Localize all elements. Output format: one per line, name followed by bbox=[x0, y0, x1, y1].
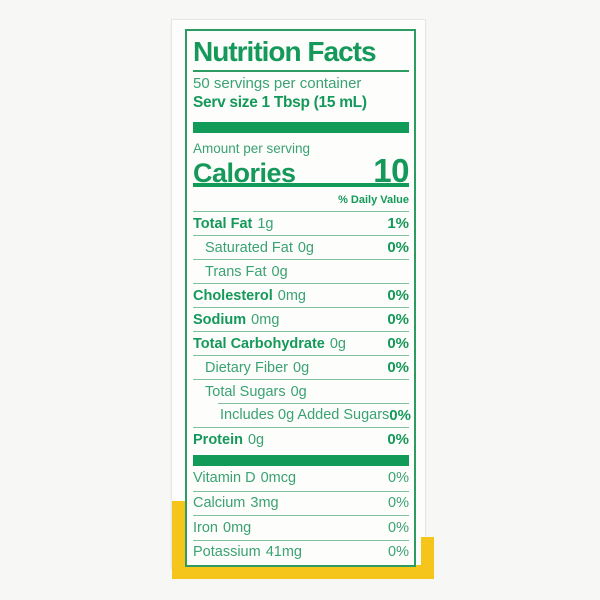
label-border-box: Nutrition Facts 50 servings per containe… bbox=[185, 29, 416, 567]
nutrient-name-group: Cholesterol 0mg bbox=[193, 288, 306, 304]
nutrient-amount: 0mg bbox=[251, 311, 280, 328]
vitamin-name: Calcium bbox=[193, 495, 246, 512]
nutrient-row: Total Sugars 0g bbox=[193, 379, 409, 403]
vitamin-name-group: Iron 0mg bbox=[193, 520, 251, 536]
nutrient-amount: 0g bbox=[247, 431, 265, 448]
nutrient-amount: 0g bbox=[271, 263, 288, 280]
nutrient-name-group: Total Carbohydrate 0g bbox=[193, 336, 346, 352]
vitamin-percent-daily-value: 0% bbox=[388, 470, 409, 487]
nutrient-name: Cholesterol bbox=[193, 287, 273, 304]
nutrient-percent-daily-value: 1% bbox=[387, 215, 409, 232]
label-title: Nutrition Facts bbox=[193, 35, 409, 72]
nutrient-row: Sodium 0mg 0% bbox=[193, 307, 409, 331]
yellow-band-left bbox=[172, 501, 187, 578]
nutrient-name-group: Trans Fat 0g bbox=[193, 264, 288, 280]
nutrient-name-group: Includes 0g Added Sugars bbox=[193, 407, 389, 423]
nutrient-name-group: Protein 0g bbox=[193, 432, 264, 448]
nutrient-name: Saturated Fat bbox=[205, 239, 293, 256]
vitamin-row: Iron 0mg 0% bbox=[193, 515, 409, 540]
nutrient-row: Cholesterol 0mg 0% bbox=[193, 283, 409, 307]
nutrient-name-group: Sodium 0mg bbox=[193, 312, 279, 328]
nutrient-amount: 0g bbox=[297, 239, 314, 256]
nutrient-amount: 0g bbox=[329, 335, 346, 352]
nutrient-percent-daily-value: 0% bbox=[387, 359, 409, 376]
vitamin-percent-daily-value: 0% bbox=[388, 495, 409, 512]
vitamin-percent-daily-value: 0% bbox=[388, 519, 409, 536]
nutrient-name: Total Carbohydrate bbox=[193, 335, 325, 352]
vitamin-amount: 0mg bbox=[223, 519, 252, 536]
nutrient-row: Total Carbohydrate 0g 0% bbox=[193, 331, 409, 355]
nutrient-percent-daily-value: 0% bbox=[387, 239, 409, 256]
nutrient-percent-daily-value: 0% bbox=[387, 311, 409, 328]
vitamin-rows: Vitamin D 0mcg 0% Calcium 3mg 0% Iron 0mg 0% Pota… bbox=[193, 466, 409, 564]
nutrient-amount: 0g bbox=[293, 359, 310, 376]
nutrient-percent-daily-value: 0% bbox=[387, 335, 409, 352]
vitamin-name: Iron bbox=[193, 519, 218, 536]
yellow-band-right bbox=[421, 537, 434, 579]
nutrient-amount: 0mg bbox=[277, 287, 306, 304]
nutrient-name: Includes 0g Added Sugars bbox=[220, 407, 390, 423]
nutrient-amount: 1g bbox=[257, 215, 274, 232]
serving-size: Serv size 1 Tbsp (15 mL) bbox=[193, 94, 367, 111]
nutrient-percent-daily-value: 0% bbox=[387, 431, 409, 448]
nutrient-percent-daily-value: 0% bbox=[387, 287, 409, 304]
daily-value-header: % Daily Value bbox=[338, 194, 409, 206]
nutrient-percent-daily-value: 0% bbox=[389, 406, 411, 424]
vitamin-name-group: Potassium 41mg bbox=[193, 544, 302, 560]
nutrient-name: Sodium bbox=[193, 311, 247, 328]
nutrient-row: Saturated Fat 0g 0% bbox=[193, 235, 409, 259]
calories-row: Calories 10 bbox=[193, 152, 409, 189]
nutrient-name-group: Total Fat 1g bbox=[193, 216, 273, 232]
calories-value: 10 bbox=[373, 152, 409, 189]
nutrient-row: Trans Fat 0g bbox=[193, 259, 409, 283]
calories-label: Calories bbox=[193, 158, 296, 188]
vitamin-name: Vitamin D bbox=[193, 470, 256, 487]
vitamin-name-group: Calcium 3mg bbox=[193, 495, 279, 511]
servings-per-container: 50 servings per container bbox=[193, 75, 362, 92]
nutrient-name: Protein bbox=[193, 431, 243, 448]
vitamin-amount: 3mg bbox=[250, 495, 279, 512]
vitamin-name-group: Vitamin D 0mcg bbox=[193, 470, 296, 486]
nutrient-rows: Total Fat 1g 1% Saturated Fat 0g 0% Trans Fat 0… bbox=[193, 211, 411, 451]
nutrient-name: Trans Fat bbox=[205, 263, 267, 280]
thick-divider-bottom bbox=[193, 455, 409, 466]
nutrient-row: Protein 0g 0% bbox=[193, 427, 409, 451]
thick-divider-top bbox=[193, 122, 409, 133]
vitamin-row: Potassium 41mg 0% bbox=[193, 539, 409, 565]
nutrient-row: Dietary Fiber 0g 0% bbox=[193, 355, 409, 379]
nutrient-name-group: Dietary Fiber 0g bbox=[193, 360, 309, 376]
vitamin-row: Calcium 3mg 0% bbox=[193, 490, 409, 516]
vitamin-percent-daily-value: 0% bbox=[388, 544, 409, 561]
nutrient-name-group: Total Sugars 0g bbox=[193, 384, 307, 400]
vitamin-amount: 0mcg bbox=[260, 470, 297, 487]
nutrient-name: Total Fat bbox=[193, 215, 253, 232]
nutrient-name: Dietary Fiber bbox=[205, 359, 288, 376]
yellow-band-bottom bbox=[172, 565, 433, 579]
vitamin-amount: 41mg bbox=[265, 544, 302, 561]
nutrient-row: Total Fat 1g 1% bbox=[193, 211, 409, 235]
nutrient-name-group: Saturated Fat 0g bbox=[193, 240, 314, 256]
vitamin-name: Potassium bbox=[193, 544, 261, 561]
vitamin-row: Vitamin D 0mcg 0% bbox=[193, 466, 409, 491]
nutrient-row: Includes 0g Added Sugars 0% bbox=[193, 403, 411, 427]
nutrient-name: Total Sugars bbox=[205, 383, 286, 400]
amount-per-serving-label: Amount per serving bbox=[193, 141, 311, 156]
nutrient-amount: 0g bbox=[290, 383, 307, 400]
